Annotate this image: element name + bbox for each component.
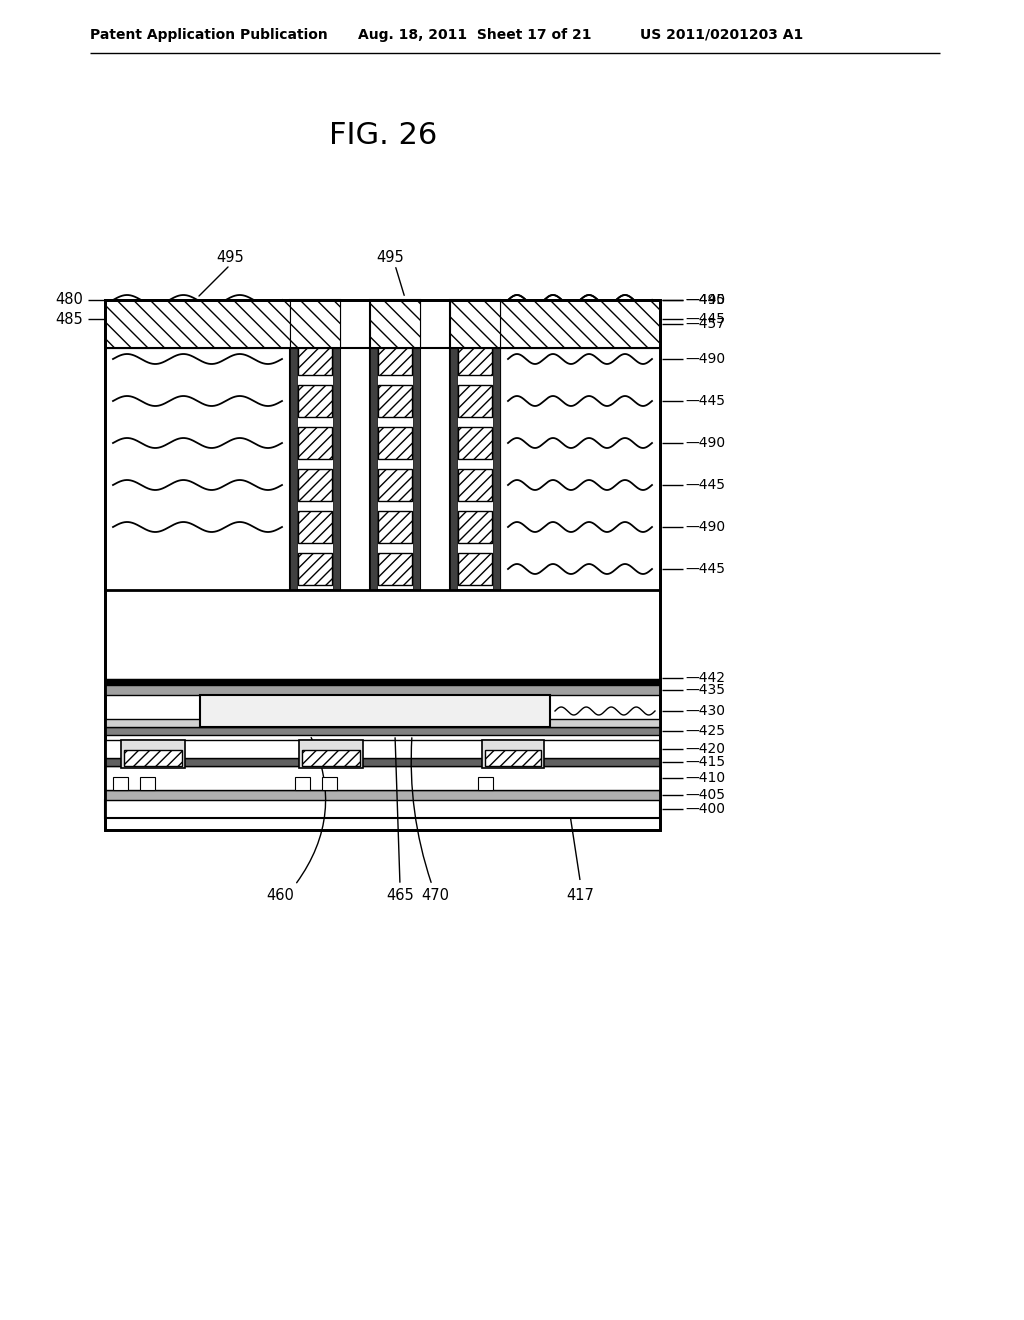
Bar xyxy=(105,300,660,590)
Bar xyxy=(458,305,492,333)
Text: —415: —415 xyxy=(685,755,725,770)
Bar xyxy=(105,300,660,590)
Bar xyxy=(105,300,660,830)
Text: —490: —490 xyxy=(685,293,725,308)
Bar xyxy=(458,553,492,585)
Bar xyxy=(458,469,492,502)
Bar xyxy=(299,741,362,768)
Text: FIG. 26: FIG. 26 xyxy=(329,120,437,149)
Text: Aug. 18, 2011  Sheet 17 of 21: Aug. 18, 2011 Sheet 17 of 21 xyxy=(358,28,592,42)
Bar xyxy=(105,789,660,800)
Bar xyxy=(420,300,450,590)
Bar xyxy=(378,385,412,417)
Text: —445: —445 xyxy=(685,293,725,308)
Bar xyxy=(298,385,332,417)
Bar xyxy=(113,777,128,789)
Bar xyxy=(200,696,550,727)
Text: —445: —445 xyxy=(685,393,725,408)
Text: Patent Application Publication: Patent Application Publication xyxy=(90,28,328,42)
Bar xyxy=(333,300,340,590)
Bar xyxy=(298,469,332,502)
Bar xyxy=(370,300,377,590)
Text: —445: —445 xyxy=(685,478,725,492)
Text: US 2011/0201203 A1: US 2011/0201203 A1 xyxy=(640,28,803,42)
Bar xyxy=(378,511,412,543)
Bar xyxy=(298,511,332,543)
Bar xyxy=(290,300,340,348)
Bar xyxy=(493,300,500,590)
Bar xyxy=(378,305,412,333)
Bar xyxy=(482,741,544,768)
Bar xyxy=(298,343,332,375)
Bar xyxy=(458,385,492,417)
Text: —490: —490 xyxy=(685,352,725,366)
Text: —410: —410 xyxy=(685,771,725,785)
Text: 480: 480 xyxy=(55,293,83,308)
Bar xyxy=(302,750,360,766)
Bar xyxy=(105,727,660,735)
Bar xyxy=(378,426,412,459)
Bar xyxy=(485,750,541,766)
Bar xyxy=(124,750,182,766)
Bar xyxy=(290,300,297,590)
Text: 495: 495 xyxy=(216,251,244,265)
Bar xyxy=(450,300,457,590)
Bar xyxy=(105,300,660,830)
Bar xyxy=(500,300,660,348)
Bar xyxy=(105,766,660,789)
Text: —420: —420 xyxy=(685,742,725,756)
Bar xyxy=(105,300,290,590)
Bar xyxy=(450,300,500,590)
Bar xyxy=(458,426,492,459)
Bar xyxy=(298,426,332,459)
Text: 417: 417 xyxy=(566,887,594,903)
Bar xyxy=(413,300,420,590)
Text: 485: 485 xyxy=(55,312,83,326)
Text: 465: 465 xyxy=(386,887,414,903)
Bar xyxy=(105,300,290,348)
Text: —445: —445 xyxy=(685,312,725,326)
Bar xyxy=(121,741,185,768)
Text: 470: 470 xyxy=(421,887,449,903)
Bar xyxy=(370,300,420,348)
Bar xyxy=(105,741,660,758)
Bar xyxy=(340,300,370,590)
Bar xyxy=(298,305,332,333)
Bar xyxy=(378,343,412,375)
Text: —457: —457 xyxy=(685,317,725,331)
Bar xyxy=(450,300,500,348)
Bar xyxy=(295,777,310,789)
Text: —425: —425 xyxy=(685,723,725,738)
Text: —442: —442 xyxy=(685,671,725,685)
Bar xyxy=(298,553,332,585)
Text: —490: —490 xyxy=(685,520,725,535)
Bar xyxy=(500,300,660,590)
Text: —490: —490 xyxy=(685,436,725,450)
Text: —405: —405 xyxy=(685,788,725,803)
Bar xyxy=(458,343,492,375)
Bar xyxy=(140,777,155,789)
Text: —400: —400 xyxy=(685,803,725,816)
Text: 460: 460 xyxy=(266,887,294,903)
Text: —435: —435 xyxy=(685,682,725,697)
Bar xyxy=(105,800,660,818)
Bar xyxy=(290,300,340,590)
Bar xyxy=(378,469,412,502)
Bar xyxy=(458,511,492,543)
Text: —430: —430 xyxy=(685,704,725,718)
Bar xyxy=(478,777,493,789)
Text: 495: 495 xyxy=(376,251,403,265)
Bar xyxy=(378,553,412,585)
Bar xyxy=(105,758,660,766)
Bar xyxy=(370,300,420,590)
Bar xyxy=(105,719,660,727)
Text: —445: —445 xyxy=(685,562,725,576)
Bar xyxy=(322,777,337,789)
Bar xyxy=(105,685,660,696)
